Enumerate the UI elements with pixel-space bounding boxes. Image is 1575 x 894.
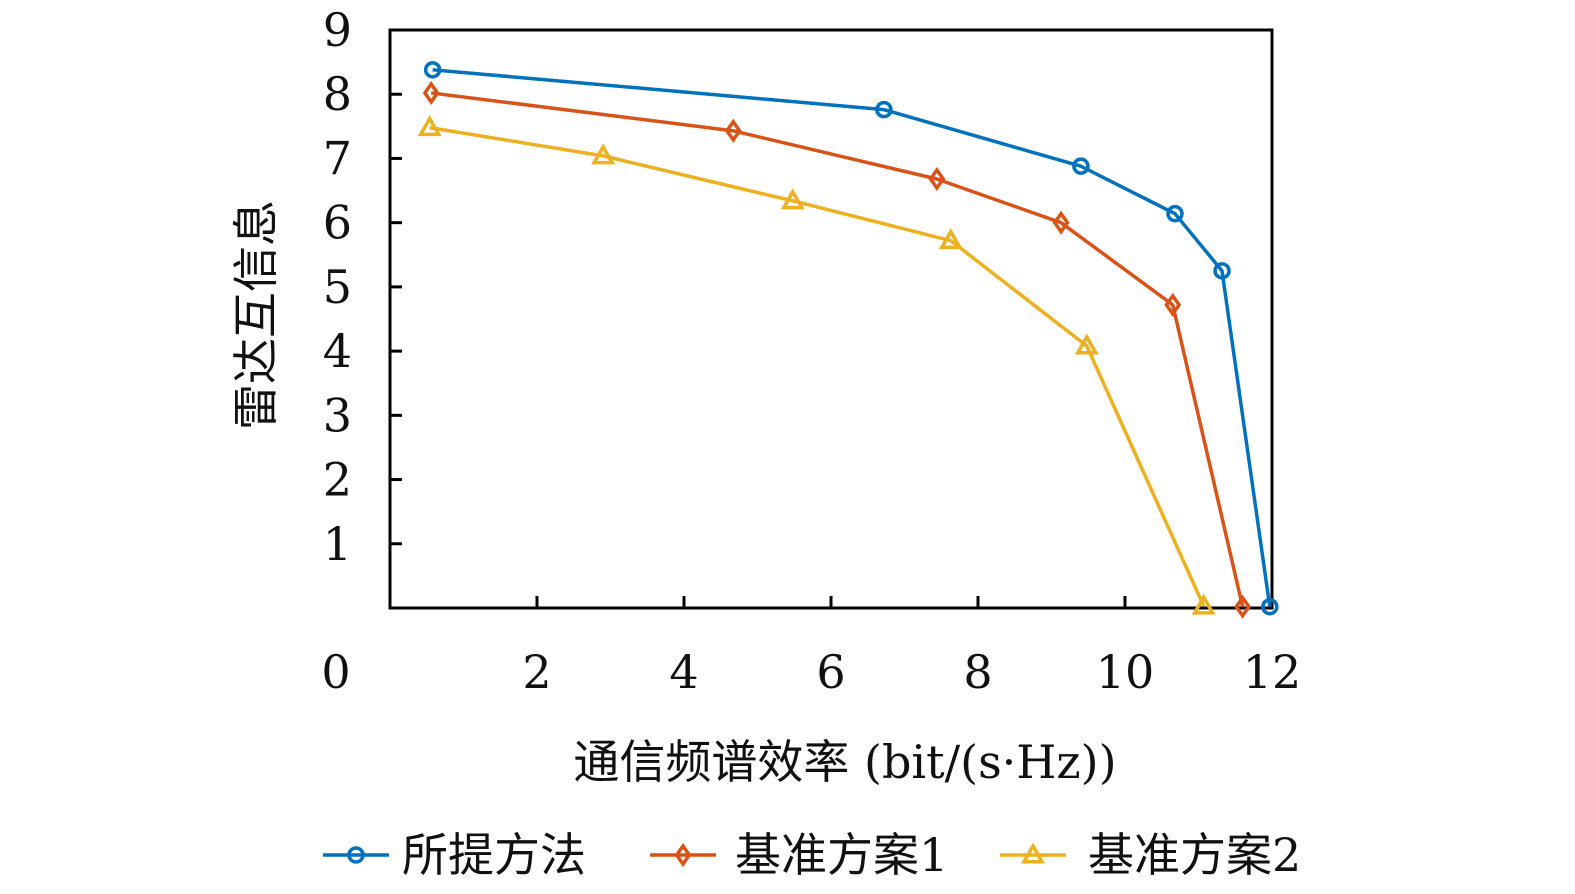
series-line	[429, 125, 1206, 607]
data-point-triangle	[1191, 593, 1216, 615]
series-1	[423, 61, 1279, 616]
data-point-circle	[1166, 204, 1184, 223]
y-axis-tick-labels: 1 2 3 4 5 6 7 8 9	[323, 3, 352, 571]
y-tick-label: 7	[323, 131, 352, 185]
plot-frame	[388, 28, 1274, 610]
legend-label: 基准方案1	[735, 828, 948, 882]
x-tick-label: 10	[1096, 645, 1155, 699]
data-point-circle	[1072, 157, 1090, 175]
series-line	[432, 68, 1272, 607]
legend-marker-circle	[347, 846, 365, 864]
data-point-circle	[1213, 262, 1231, 280]
legend-label: 所提方法	[402, 828, 586, 882]
x-tick-label: 6	[816, 645, 845, 699]
plot-area	[388, 28, 1279, 619]
y-tick-label: 4	[323, 324, 352, 378]
data-point-diamond	[724, 118, 742, 143]
x-axis-ticks	[535, 596, 1127, 608]
y-tick-label: 3	[323, 388, 352, 442]
series-2	[422, 80, 1252, 619]
x-tick-label: 2	[522, 645, 551, 699]
data-point-circle	[875, 100, 893, 119]
y-tick-label: 2	[323, 453, 352, 507]
y-axis-ticks	[390, 92, 402, 546]
y-tick-label: 8	[323, 67, 352, 121]
data-point-diamond	[1164, 292, 1182, 317]
data-point-circle	[1261, 597, 1279, 616]
data-point-diamond	[1234, 594, 1252, 619]
y-tick-label: 6	[323, 196, 352, 250]
legend-item: 基准方案2	[1000, 828, 1301, 882]
legend-marker-triangle	[1020, 842, 1046, 864]
y-tick-label: 5	[323, 260, 352, 314]
data-point-diamond	[1052, 210, 1070, 235]
legend-marker-diamond	[674, 842, 692, 868]
y-axis-title: 雷达互信息	[229, 200, 283, 430]
legend-item: 基准方案1	[650, 828, 948, 882]
data-point-triangle	[938, 228, 963, 250]
legend-item: 所提方法	[323, 828, 586, 882]
series-layer	[417, 61, 1279, 619]
y-tick-label: 1	[323, 517, 352, 571]
x-axis-tick-labels: 0 2 4 6 8 10 12	[321, 645, 1301, 699]
x-tick-label: 0	[321, 645, 350, 699]
legend: 所提方法 基准方案1 基准方案2	[323, 828, 1301, 882]
data-point-diamond	[422, 80, 440, 105]
y-tick-label: 9	[323, 3, 352, 57]
x-tick-label: 8	[963, 645, 992, 699]
x-tick-label: 4	[669, 645, 698, 699]
data-point-circle	[423, 61, 442, 79]
data-point-triangle	[591, 143, 616, 165]
data-point-triangle	[1074, 333, 1099, 355]
x-axis-title: 通信频谱效率 (bit/(s·Hz))	[573, 735, 1116, 789]
series-line	[430, 91, 1245, 608]
data-point-triangle	[417, 115, 442, 137]
data-point-diamond	[928, 166, 946, 192]
x-tick-label: 12	[1243, 645, 1302, 699]
data-point-triangle	[780, 188, 805, 210]
series-3	[417, 115, 1216, 615]
legend-label: 基准方案2	[1088, 828, 1301, 882]
